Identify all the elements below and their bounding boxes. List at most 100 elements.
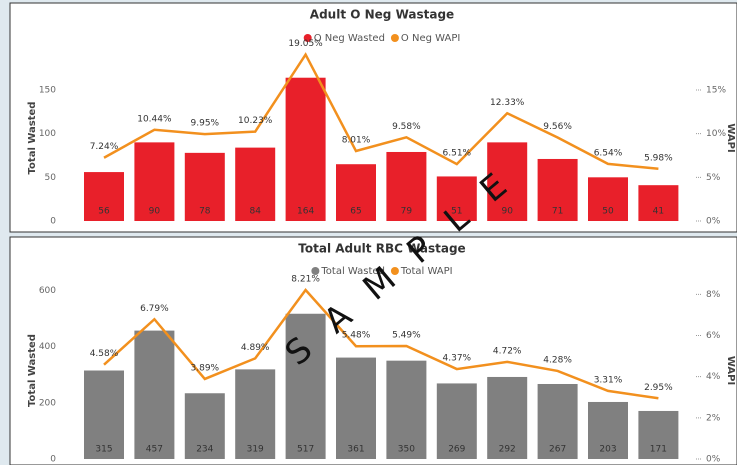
- point-value-label: 6.54%: [594, 148, 623, 158]
- y-tick-label: 400: [39, 342, 56, 352]
- bar: [285, 313, 326, 459]
- point-value-label: 6.51%: [443, 149, 472, 159]
- point-value-label: 5.98%: [644, 153, 673, 163]
- bar-value-label: 71: [552, 207, 563, 217]
- legend-marker: [311, 267, 320, 275]
- y2-tick-label: 8%: [706, 290, 721, 300]
- point-value-label: 4.58%: [90, 349, 119, 359]
- bar-value-label: 90: [149, 207, 161, 217]
- point-value-label: 4.72%: [493, 346, 522, 356]
- bar: [336, 357, 376, 459]
- bar: [537, 158, 578, 221]
- y2-tick-label: 6%: [706, 331, 721, 341]
- chart-title: Total Adult RBC Wastage: [298, 242, 465, 256]
- bar-value-label: 292: [499, 445, 516, 455]
- y-tick-label: 200: [39, 398, 56, 408]
- bar-value-label: 164: [297, 207, 314, 217]
- y-tick-label: 600: [39, 286, 56, 296]
- bar-value-label: 41: [653, 207, 664, 217]
- bar-value-label: 203: [599, 445, 616, 455]
- point-value-label: 3.89%: [191, 363, 220, 373]
- bar: [134, 142, 175, 221]
- bar: [638, 410, 679, 459]
- bar: [134, 330, 175, 459]
- legend-marker: [390, 34, 399, 42]
- bar-value-label: 79: [401, 207, 413, 217]
- bar-value-label: 78: [199, 207, 211, 217]
- bar: [184, 393, 225, 459]
- point-value-label: 4.37%: [443, 354, 472, 364]
- bar: [336, 164, 376, 221]
- y2-tick-label: 15%: [706, 85, 726, 95]
- y2-tick-label: 0%: [706, 455, 721, 465]
- charts: Adult O Neg Wastage O Neg Wasted O Neg WAP…: [27, 8, 736, 465]
- y-tick-label: 50: [45, 173, 57, 183]
- line: [103, 288, 659, 400]
- y2-tick-label: 10%: [706, 129, 726, 139]
- bar: [235, 369, 276, 459]
- bar: [487, 376, 528, 459]
- point-value-label: 2.95%: [644, 383, 673, 393]
- bar-value-label: 350: [398, 445, 415, 455]
- bar-value-label: 56: [98, 207, 110, 217]
- bar-value-label: 319: [247, 445, 264, 455]
- y2-tick-label: 0%: [706, 217, 721, 227]
- bar-value-label: 90: [501, 207, 513, 217]
- bar: [285, 77, 326, 221]
- bar: [487, 142, 528, 221]
- y-tick-label: 0: [50, 455, 56, 465]
- y-tick-label: 150: [39, 85, 56, 95]
- point-value-label: 10.23%: [238, 116, 273, 126]
- bar: [84, 172, 124, 221]
- point-value-label: 9.95%: [191, 119, 220, 129]
- y-tick-label: 0: [50, 217, 56, 227]
- bar: [184, 152, 225, 221]
- point-value-label: 5.49%: [392, 331, 421, 341]
- bar-value-label: 269: [448, 445, 465, 455]
- legend-label: Total Wasted: [320, 266, 385, 277]
- bar: [386, 360, 427, 459]
- bar: [638, 185, 679, 221]
- point-value-label: 6.79%: [140, 304, 169, 314]
- point-value-label: 7.24%: [90, 142, 119, 152]
- point-value-label: 3.31%: [594, 375, 623, 385]
- point-value-label: 4.89%: [241, 343, 270, 353]
- point-value-label: 12.33%: [490, 98, 525, 108]
- y2-tick-label: 5%: [706, 173, 721, 183]
- legend-marker: [303, 34, 312, 42]
- bar-value-label: 234: [196, 445, 213, 455]
- legend-label: O Neg WAPI: [401, 33, 460, 44]
- point-value-label: 8.21%: [291, 275, 320, 285]
- bar: [537, 383, 578, 459]
- y2-axis-label: WAPI: [725, 123, 736, 152]
- bar-value-label: 361: [347, 445, 364, 455]
- point-value-label: 9.58%: [392, 122, 421, 132]
- bar-value-label: 84: [249, 207, 261, 217]
- y2-tick-label: 4%: [706, 372, 721, 382]
- point-value-label: 9.56%: [543, 122, 572, 132]
- bar-value-label: 267: [549, 445, 566, 455]
- point-value-label: 8.01%: [342, 136, 371, 146]
- point-value-label: 10.44%: [137, 114, 172, 124]
- point-value-label: 5.48%: [342, 331, 371, 341]
- legend-label: O Neg Wasted: [314, 33, 385, 44]
- bar: [386, 151, 427, 221]
- bar: [588, 177, 628, 221]
- bar: [235, 147, 276, 221]
- legend-marker: [390, 267, 399, 275]
- bar: [436, 176, 477, 221]
- y2-axis-label: WAPI: [725, 356, 736, 385]
- y-tick-label: 100: [39, 129, 56, 139]
- bar-value-label: 517: [297, 445, 314, 455]
- bar-value-label: 171: [650, 445, 667, 455]
- bar-value-label: 50: [602, 207, 614, 217]
- y2-tick-label: 2%: [706, 413, 721, 423]
- legend-label: Total WAPI: [400, 266, 453, 277]
- bar: [436, 383, 477, 459]
- bar-value-label: 457: [146, 445, 163, 455]
- bar-value-label: 315: [95, 445, 112, 455]
- y-axis-label: Total Wasted: [27, 102, 38, 175]
- line: [103, 52, 659, 170]
- bar-value-label: 65: [350, 207, 361, 217]
